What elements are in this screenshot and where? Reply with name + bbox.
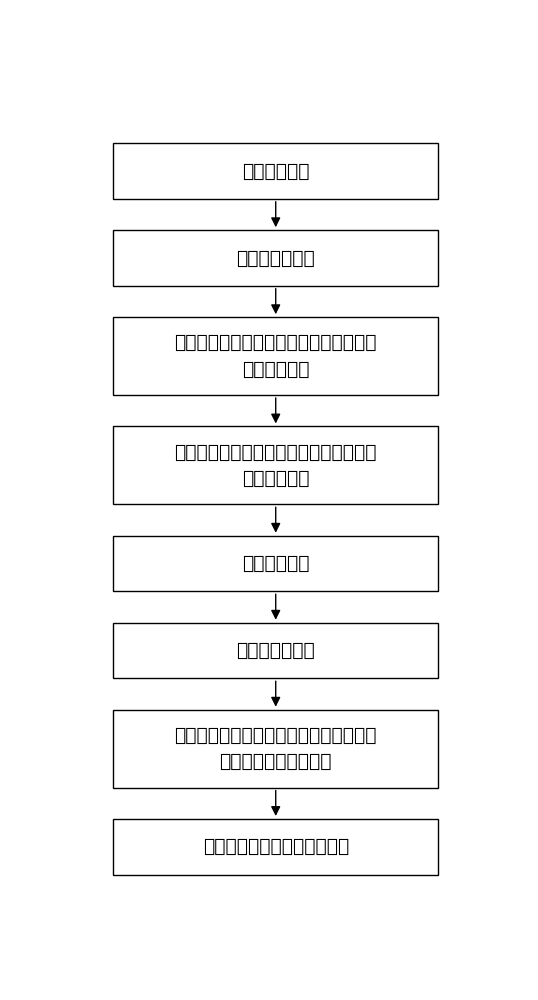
FancyBboxPatch shape <box>113 426 438 504</box>
FancyBboxPatch shape <box>113 536 438 591</box>
FancyBboxPatch shape <box>113 710 438 788</box>
FancyBboxPatch shape <box>113 143 438 199</box>
Text: 求取各训练信号希尔伯特谱的相关系数，
组成训练向量: 求取各训练信号希尔伯特谱的相关系数， 组成训练向量 <box>174 333 377 379</box>
FancyBboxPatch shape <box>113 819 438 875</box>
Text: 获取希尔伯特谱: 获取希尔伯特谱 <box>236 248 315 267</box>
FancyBboxPatch shape <box>113 623 438 678</box>
FancyBboxPatch shape <box>113 317 438 395</box>
Text: 求取测试信号与训练信号希尔伯特谱的相
关系数，组成测试向量: 求取测试信号与训练信号希尔伯特谱的相 关系数，组成测试向量 <box>174 726 377 771</box>
Text: 利用训练向量与训练样本所对应的类别标
号训练分类器: 利用训练向量与训练样本所对应的类别标 号训练分类器 <box>174 443 377 488</box>
Text: 获取希尔伯特谱: 获取希尔伯特谱 <box>236 641 315 660</box>
FancyBboxPatch shape <box>113 230 438 286</box>
Text: 获取训练序列: 获取训练序列 <box>242 161 309 180</box>
Text: 利用已训练的分类器进行分类: 利用已训练的分类器进行分类 <box>203 837 349 856</box>
Text: 获取测试序列: 获取测试序列 <box>242 554 309 573</box>
